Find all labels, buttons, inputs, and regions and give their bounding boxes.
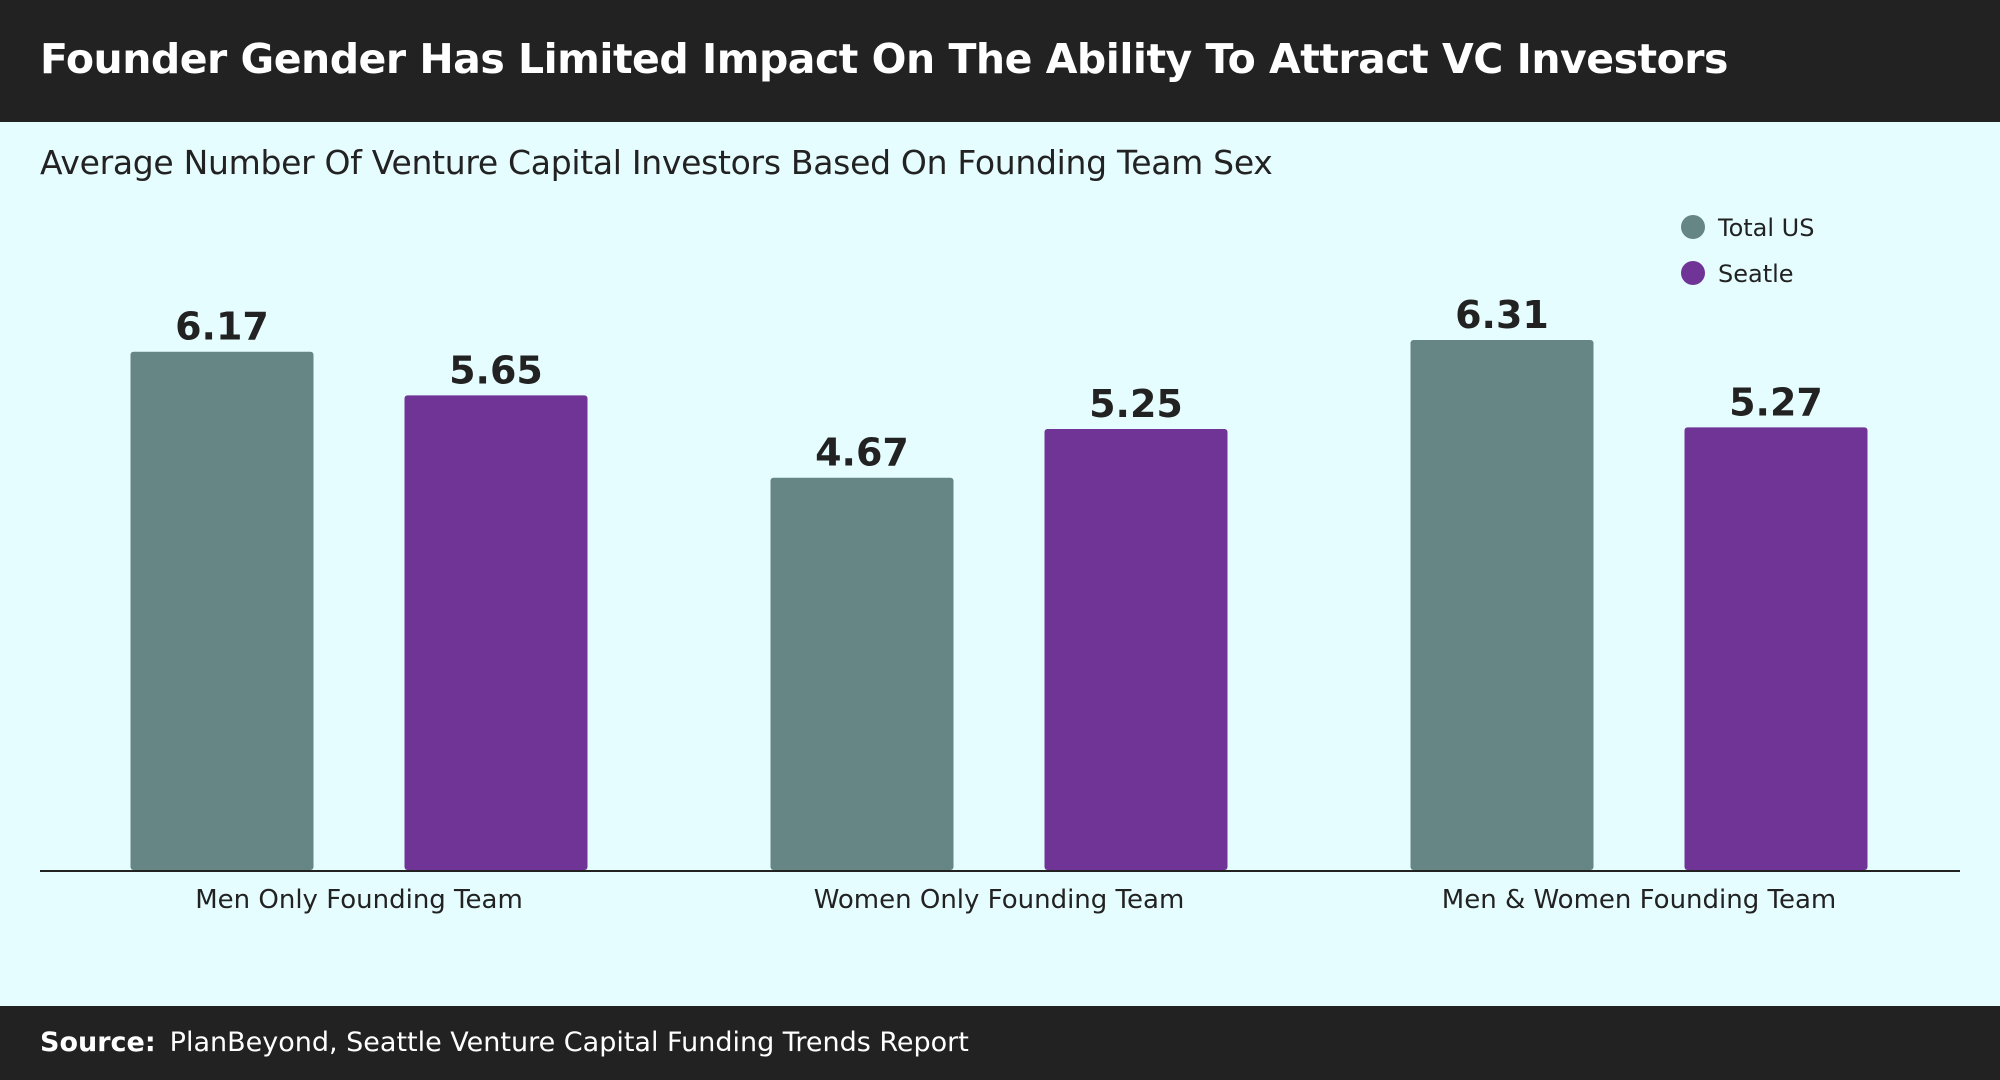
x-tick-label: Men Only Founding Team [195, 885, 523, 915]
source-label: Source: [40, 1027, 156, 1058]
bars-layer [130, 339, 1868, 871]
header-bar: Founder Gender Has Limited Impact On The… [0, 0, 2000, 122]
value-label-total-us-women-only-founding-team: 4.67 [815, 431, 909, 475]
x-tick-labels-layer: Men Only Founding Team Women Only Foundin… [195, 885, 1836, 915]
bar-total-us-men-only-founding-team [130, 351, 314, 871]
legend-swatch-seatle [1681, 261, 1705, 285]
bar-total-us-men-and-women-founding-team [1410, 339, 1594, 871]
x-tick-label: Women Only Founding Team [814, 885, 1185, 915]
bar-chart: 6.17 4.67 6.31 5.65 5.25 5.27 Men Only Foundi… [40, 214, 1960, 915]
source-text: PlanBeyond, Seattle Venture Capital Fund… [169, 1027, 969, 1058]
chart-subtitle: Average Number Of Venture Capital Invest… [40, 143, 1273, 182]
legend-label-total-us: Total US [1717, 214, 1814, 242]
bar-seatle-men-and-women-founding-team [1684, 427, 1868, 870]
legend-swatch-total-us [1681, 215, 1705, 239]
value-label-total-us-men-only-founding-team: 6.17 [175, 305, 269, 349]
legend: Total US Seatle [1681, 214, 1814, 288]
legend-label-seatle: Seatle [1718, 260, 1794, 288]
value-label-seatle-men-only-founding-team: 5.65 [449, 348, 543, 392]
bar-seatle-women-only-founding-team [1044, 429, 1228, 870]
x-tick-label: Men & Women Founding Team [1442, 885, 1836, 915]
value-label-total-us-men-and-women-founding-team: 6.31 [1455, 293, 1549, 337]
source-line: Source: PlanBeyond, Seattle Venture Capit… [40, 1024, 969, 1062]
bar-seatle-men-only-founding-team [404, 395, 588, 870]
value-label-seatle-men-and-women-founding-team: 5.27 [1729, 380, 1823, 424]
value-label-seatle-women-only-founding-team: 5.25 [1089, 382, 1183, 426]
value-labels-layer: 6.17 4.67 6.31 5.65 5.25 5.27 [175, 293, 1823, 475]
page-title: Founder Gender Has Limited Impact On The… [40, 35, 1728, 83]
bar-total-us-women-only-founding-team [770, 477, 954, 870]
footer-bar: Source: PlanBeyond, Seattle Venture Capit… [0, 1006, 2000, 1080]
